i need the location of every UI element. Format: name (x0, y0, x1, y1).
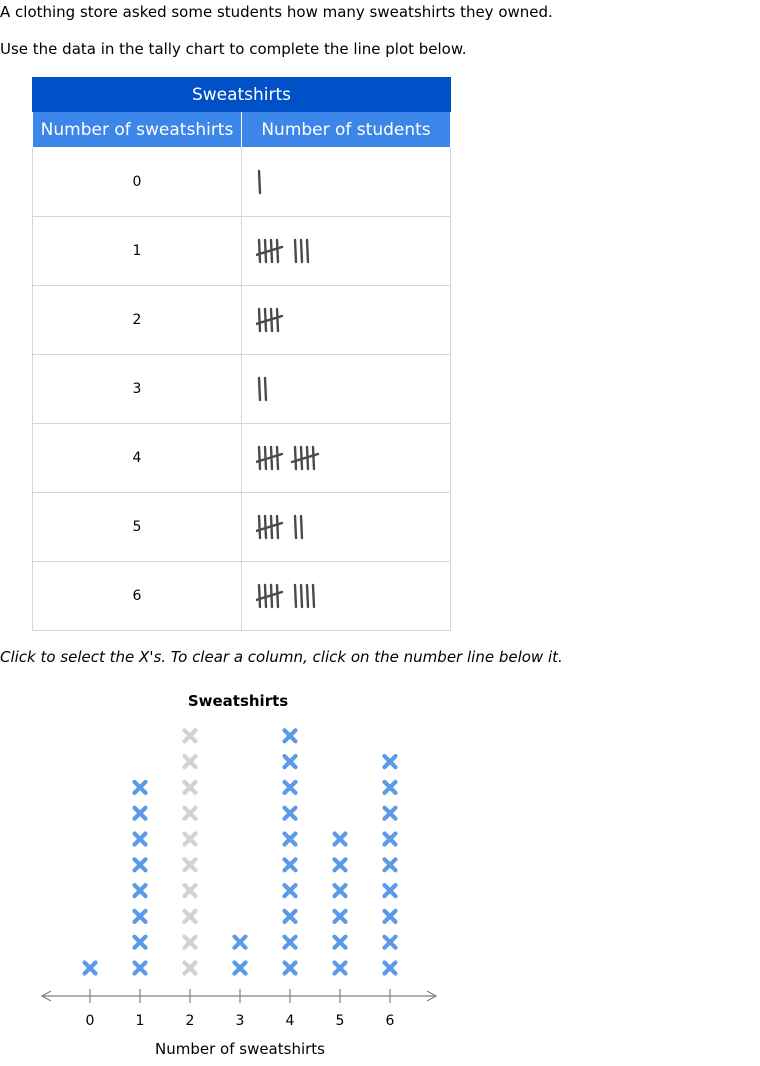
tick-label[interactable]: 4 (286, 1013, 295, 1029)
tally-marks-icon (256, 307, 284, 333)
x-mark[interactable] (332, 960, 348, 976)
x-mark[interactable] (82, 960, 98, 976)
x-mark[interactable] (332, 883, 348, 899)
tally-cell (241, 561, 451, 631)
x-mark[interactable] (282, 753, 298, 770)
x-mark[interactable] (332, 831, 348, 847)
tally-cell (241, 147, 451, 217)
sweatshirt-count-cell: 0 (32, 147, 242, 217)
sweatshirt-count-cell: 3 (32, 354, 242, 424)
tally-marks-icon (256, 514, 304, 540)
x-mark[interactable] (282, 960, 298, 976)
x-mark[interactable] (182, 883, 198, 899)
x-mark[interactable] (332, 934, 348, 950)
x-mark[interactable] (332, 857, 348, 873)
table-row: 5 (32, 492, 451, 562)
line-plot-title: Sweatshirts (188, 692, 288, 710)
sweatshirt-count-cell: 6 (32, 561, 242, 631)
x-mark[interactable] (132, 960, 148, 976)
tick-label[interactable]: 6 (386, 1013, 395, 1029)
number-line[interactable]: 0 1 2 3 4 5 6 (40, 989, 438, 1029)
tick-label[interactable]: 3 (236, 1013, 245, 1029)
tick-label[interactable]: 2 (186, 1013, 195, 1029)
x-mark[interactable] (382, 805, 398, 821)
x-mark[interactable] (282, 728, 298, 744)
x-mark[interactable] (232, 960, 248, 976)
x-mark[interactable] (132, 805, 148, 821)
x-mark[interactable] (382, 908, 398, 924)
table-row: 0 (32, 147, 451, 217)
x-mark[interactable] (132, 857, 148, 873)
table-row: 1 (32, 216, 451, 286)
x-mark[interactable] (282, 857, 298, 873)
x-mark[interactable] (132, 831, 148, 847)
x-mark[interactable] (282, 831, 298, 847)
x-mark[interactable] (132, 934, 148, 950)
x-mark[interactable] (182, 805, 198, 821)
x-mark[interactable] (182, 753, 198, 770)
x-mark[interactable] (182, 779, 198, 796)
x-mark[interactable] (282, 934, 298, 950)
x-mark[interactable] (232, 934, 248, 950)
intro-text-1: A clothing store asked some students how… (0, 3, 553, 21)
tally-marks-icon (256, 238, 310, 264)
tally-cell (241, 216, 451, 286)
x-mark[interactable] (382, 960, 398, 976)
x-mark[interactable] (132, 779, 148, 796)
tally-cell (241, 354, 451, 424)
table-row: 2 (32, 285, 451, 355)
x-mark[interactable] (182, 728, 198, 744)
column-header-students: Number of students (241, 111, 451, 148)
tally-cell (241, 492, 451, 562)
arrow-right-icon (426, 990, 438, 1002)
x-mark[interactable] (182, 857, 198, 873)
x-mark[interactable] (182, 908, 198, 924)
tally-marks-icon (257, 376, 268, 402)
x-mark[interactable] (382, 753, 398, 770)
x-mark[interactable] (132, 908, 148, 924)
x-mark[interactable] (282, 805, 298, 821)
table-row: 4 (32, 423, 451, 493)
x-mark[interactable] (182, 960, 198, 976)
x-marks-group (82, 728, 398, 976)
arrow-left-icon (40, 990, 52, 1002)
tick-label[interactable]: 1 (136, 1013, 145, 1029)
column-header-sweatshirts: Number of sweatshirts (32, 111, 242, 148)
x-mark[interactable] (382, 831, 398, 847)
tally-marks-icon (257, 169, 262, 195)
tick-label[interactable]: 0 (86, 1013, 95, 1029)
tally-cell (241, 423, 451, 493)
sweatshirt-count-cell: 2 (32, 285, 242, 355)
x-mark[interactable] (382, 883, 398, 899)
x-mark[interactable] (282, 908, 298, 924)
x-mark[interactable] (332, 908, 348, 924)
sweatshirt-count-cell: 5 (32, 492, 242, 562)
line-plot-xlabel: Number of sweatshirts (155, 1040, 325, 1058)
x-mark[interactable] (182, 934, 198, 950)
instruction-text: Click to select the X's. To clear a colu… (0, 648, 563, 666)
x-mark[interactable] (282, 779, 298, 796)
tally-marks-icon (256, 445, 320, 471)
x-mark[interactable] (132, 883, 148, 899)
table-row: 6 (32, 561, 451, 631)
intro-text-2: Use the data in the tally chart to compl… (0, 40, 467, 58)
x-mark[interactable] (182, 831, 198, 847)
tally-chart-table: Sweatshirts Number of sweatshirts Number… (32, 77, 451, 631)
x-mark[interactable] (282, 883, 298, 899)
sweatshirt-count-cell: 4 (32, 423, 242, 493)
table-row: 3 (32, 354, 451, 424)
sweatshirt-count-cell: 1 (32, 216, 242, 286)
tick-label[interactable]: 5 (336, 1013, 345, 1029)
x-mark[interactable] (382, 857, 398, 873)
x-mark[interactable] (382, 779, 398, 796)
tally-table-title: Sweatshirts (32, 77, 451, 112)
x-mark[interactable] (382, 934, 398, 950)
line-plot: Sweatshirts 0 1 2 3 4 5 6 Number of sweatshirt… (40, 692, 438, 1058)
tally-cell (241, 285, 451, 355)
tally-marks-icon (256, 583, 316, 609)
